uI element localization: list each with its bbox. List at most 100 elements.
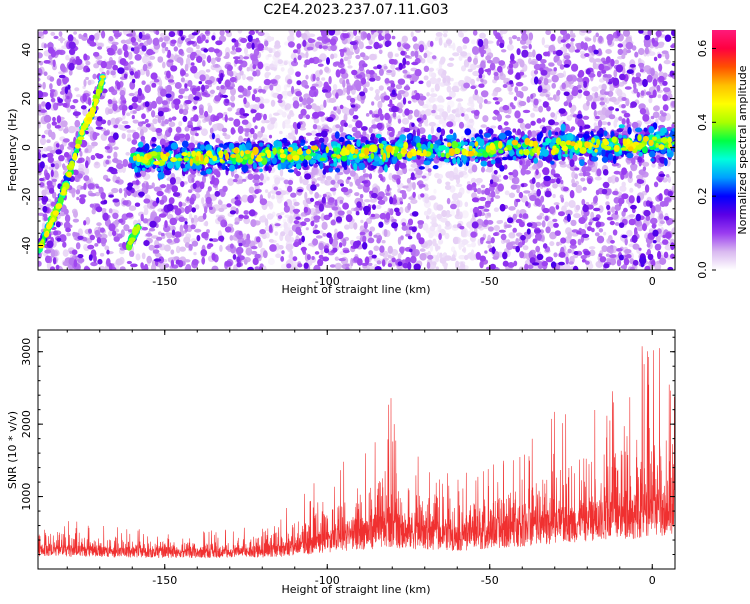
spectrogram-cell [461,210,469,219]
spectrogram-cell [193,251,197,256]
spectrogram-cell [519,251,525,259]
spectrogram-cell [658,63,663,72]
spectrogram-cell [346,210,352,215]
spectrogram-cell [428,195,436,201]
spectrogram-cell [650,115,655,120]
spectrogram-cell [105,178,111,182]
spectrogram-cell [170,65,178,72]
spectrogram-cell [321,221,328,230]
spectrogram-cell [510,184,518,190]
spectrogram-cell [43,60,51,64]
spectrogram-cell [222,132,227,136]
spectrogram-cell [234,173,240,179]
spectrogram-cell [446,121,454,128]
spectrogram-cell [543,77,549,86]
spectrogram-cell [87,97,92,106]
spectrogram-cell [574,167,580,171]
spectrogram-cell [242,178,247,182]
spectrogram-cell [201,231,209,239]
spectrogram-cell [634,51,639,58]
spectrogram-cell [497,65,503,73]
spectrogram-cell [640,90,645,96]
spectrogram-cell [305,227,309,231]
spectrogram-cell [104,146,111,150]
spectrogram-cell [243,97,247,105]
spectrogram-cell [314,192,320,199]
spectrogram-cell [53,230,59,236]
spectrogram-cell [332,84,338,91]
spectrogram-cell [397,78,406,85]
spectrogram-cell [653,181,659,188]
spectrogram-cell [287,41,295,48]
spectrogram-cell [235,207,239,215]
spectrogram-cell [246,233,251,241]
spectrogram-cell [220,85,225,90]
spectrogram-cell [106,69,110,76]
spectrogram-cell [77,257,85,263]
spectrogram-cell [46,261,52,270]
spectrogram-cell [339,125,344,133]
spectrogram-cell [368,70,375,75]
spectrogram-cell [380,177,384,181]
spectrogram-cell [205,39,209,44]
spectrogram-cell [310,220,315,227]
spectrogram-cell [661,50,669,55]
spectrogram-cell [252,64,257,70]
spectrogram-cell [269,79,277,84]
spectrogram-cell [241,194,249,203]
spectrogram-cell [62,163,66,169]
spectrogram-cell [75,65,84,71]
spectrogram-cell [54,163,60,170]
spectrogram-cell [428,96,436,103]
spectrogram-cell [274,231,279,236]
spectrogram-cell [653,105,660,112]
spectrogram-cell [401,117,410,125]
spectrogram-cell [467,56,472,63]
spectrogram-cell [234,221,239,225]
spectrogram-cell [421,175,427,179]
spectrogram-cell [544,215,549,222]
spectrogram-cell [483,99,488,104]
spectrogram-cell [410,31,414,38]
spectrogram-cell [49,266,56,270]
spectrogram-cell [170,259,175,267]
spectrogram-cell [463,166,468,172]
spectrogram-cell [538,105,543,113]
spectrogram-cell [600,97,605,101]
spectrogram-cell [314,224,318,229]
spectrogram-cell [578,69,585,78]
spectrogram-cell [639,68,644,73]
spectrogram-cell [471,39,476,45]
spectrogram-cell [384,78,390,84]
spectrogram-cell [355,74,363,79]
spectrogram-cell [455,260,460,269]
spectrogram-cell [118,218,124,223]
spectrogram-cell [262,265,267,270]
spectrogram-cell [278,177,285,181]
spectrogram-cell [662,239,669,245]
spectrogram-cell [93,255,97,263]
spectrogram-cell [268,48,273,54]
spectrogram-cell [222,185,228,193]
spectrogram-cell [567,248,572,254]
spectrogram-cell [389,99,393,105]
spectrogram-cell [379,245,385,253]
spectrogram-cell [191,177,195,183]
spectrogram-cell [480,237,485,241]
spectrogram-cell [584,37,592,42]
spectrogram-cell [262,250,268,259]
spectrogram-cell [288,230,294,237]
spectrogram-cell [252,70,257,77]
spectrogram-cell [126,191,132,196]
spectrogram-cell [295,30,302,38]
spectrogram-cell [629,266,635,270]
spectrogram-cell [561,82,566,90]
spectrogram-cell [56,115,62,124]
spectrogram-cell [584,223,588,229]
spectrogram-cell [369,53,377,61]
spectrogram-cell [596,168,602,177]
spectrogram-cell [506,44,514,51]
spectrogram-cell [185,57,191,66]
spectrogram-cell [605,49,612,54]
spectrogram-cell [429,77,437,85]
